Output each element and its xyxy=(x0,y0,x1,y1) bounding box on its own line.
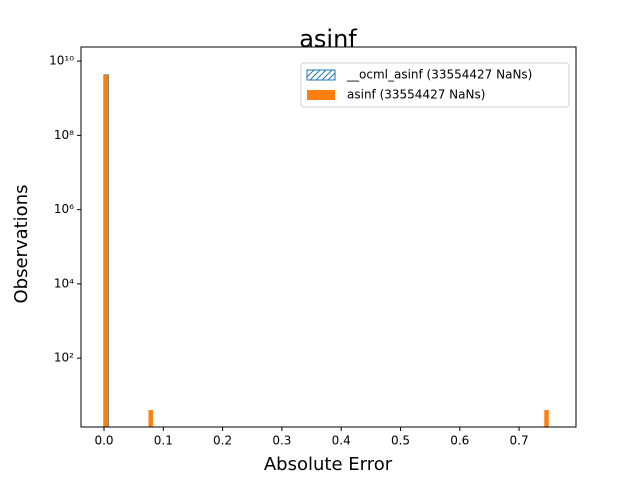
x-tick-label: 0.1 xyxy=(154,434,173,448)
y-axis-label: Observations xyxy=(11,185,32,304)
plot-frame xyxy=(80,46,577,428)
y-tick-label: 10² xyxy=(54,351,74,365)
y-tick-label: 10⁸ xyxy=(54,128,74,142)
x-tick-label: 0.3 xyxy=(272,434,291,448)
x-axis-label: Absolute Error xyxy=(264,454,393,475)
x-tick-label: 0.4 xyxy=(332,434,351,448)
legend-label: asinf (33554427 NaNs) xyxy=(347,88,485,102)
histogram-bar xyxy=(148,410,153,427)
legend-label: __ocml_asinf (33554427 NaNs) xyxy=(346,68,532,82)
histogram-bar xyxy=(104,74,109,427)
y-tick-label: 10⁴ xyxy=(54,276,74,290)
legend-box xyxy=(300,62,570,108)
x-tick-label: 0.6 xyxy=(450,434,469,448)
x-tick-label: 0.0 xyxy=(94,434,113,448)
chart-title: asinf xyxy=(299,25,357,53)
x-tick-label: 0.2 xyxy=(213,434,232,448)
x-tick-label: 0.7 xyxy=(510,434,529,448)
x-tick-label: 0.5 xyxy=(391,434,410,448)
legend-swatch xyxy=(307,90,335,100)
y-tick-label: 10¹⁰ xyxy=(49,54,74,68)
legend-swatch xyxy=(306,69,336,81)
histogram-bar xyxy=(544,410,549,427)
y-tick-label: 10⁶ xyxy=(54,202,74,216)
